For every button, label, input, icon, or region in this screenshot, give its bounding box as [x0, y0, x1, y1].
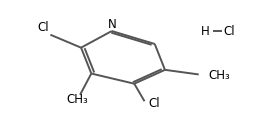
Text: CH₃: CH₃: [66, 93, 88, 106]
Text: Cl: Cl: [37, 21, 49, 34]
Text: Cl: Cl: [224, 24, 235, 38]
Text: H: H: [200, 24, 209, 38]
Text: N: N: [107, 18, 116, 31]
Text: Cl: Cl: [149, 97, 160, 110]
Text: CH₃: CH₃: [208, 69, 230, 82]
